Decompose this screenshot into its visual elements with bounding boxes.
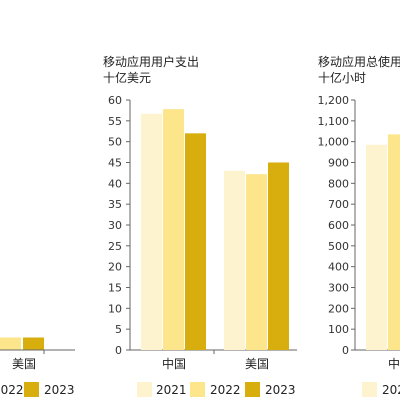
center-y-tick-label: 40 (108, 177, 122, 190)
right-y-tick-label: 600 (328, 219, 349, 232)
center-y-tick-label: 25 (108, 240, 122, 253)
center-category-label: 中国 (162, 356, 186, 371)
center-y-tick-label: 15 (108, 282, 122, 295)
right-y-tick-label: 900 (328, 157, 349, 170)
right-y-tick-label: 400 (328, 261, 349, 274)
center-bar-中国-2023 (185, 133, 206, 350)
center-bar-美国-2023 (268, 162, 289, 350)
right-y-tick-label: 500 (328, 240, 349, 253)
center-y-tick-label: 35 (108, 198, 122, 211)
center-y-tick-label: 30 (108, 219, 122, 232)
center-y-tick-label: 60 (108, 94, 122, 107)
right-y-tick-label: 200 (328, 302, 349, 315)
right-y-tick-label: 1,100 (318, 115, 350, 128)
center-legend-swatch-2022 (190, 382, 205, 397)
center-y-tick-label: 0 (115, 344, 122, 357)
center-legend-swatch-2023 (245, 382, 260, 397)
right-chart-title: 移动应用总使用 (318, 54, 400, 69)
right-y-tick-label: 800 (328, 177, 349, 190)
center-bar-美国-2021 (224, 170, 245, 350)
right-legend-label: 202 (382, 383, 400, 397)
right-y-tick-label: 0 (342, 344, 349, 357)
left-bar-2023 (23, 337, 44, 350)
center-y-tick-label: 5 (115, 323, 122, 336)
right-y-tick-label: 700 (328, 198, 349, 211)
center-chart-title: 移动应用用户支出 (103, 54, 199, 69)
center-legend-label-2023: 2023 (265, 383, 296, 397)
center-y-tick-label: 55 (108, 115, 122, 128)
right-y-tick-label: 1,200 (318, 94, 350, 107)
right-category-label: 中 (388, 356, 400, 371)
center-legend-label-2022: 2022 (210, 383, 241, 397)
center-chart-subtitle: 十亿美元 (103, 70, 151, 85)
right-y-tick-label: 100 (328, 323, 349, 336)
center-category-label: 美国 (245, 357, 269, 371)
center-bar-中国-2021 (141, 113, 162, 350)
center-bar-中国-2022 (163, 109, 184, 351)
center-y-tick-label: 50 (108, 136, 122, 149)
right-bar-2021 (366, 144, 387, 350)
left-legend-swatch-2023 (24, 382, 39, 397)
center-legend-swatch-2021 (137, 382, 152, 397)
center-legend-label-2021: 2021 (156, 383, 187, 397)
center-y-tick-label: 20 (108, 261, 122, 274)
left-legend-label-2022: 2022 (0, 383, 24, 397)
right-y-tick-label: 1,000 (318, 136, 350, 149)
right-bar-2022 (388, 134, 400, 350)
center-y-tick-label: 45 (108, 157, 122, 170)
right-legend-swatch-2021 (362, 382, 377, 397)
center-bar-美国-2022 (246, 174, 267, 350)
left-bar-2022 (0, 337, 21, 350)
center-y-tick-label: 10 (108, 302, 122, 315)
right-chart-subtitle: 十亿小时 (318, 70, 366, 85)
right-y-tick-label: 300 (328, 282, 349, 295)
left-category-label: 美国 (12, 357, 36, 371)
left-legend-label-2023: 2023 (44, 383, 75, 397)
